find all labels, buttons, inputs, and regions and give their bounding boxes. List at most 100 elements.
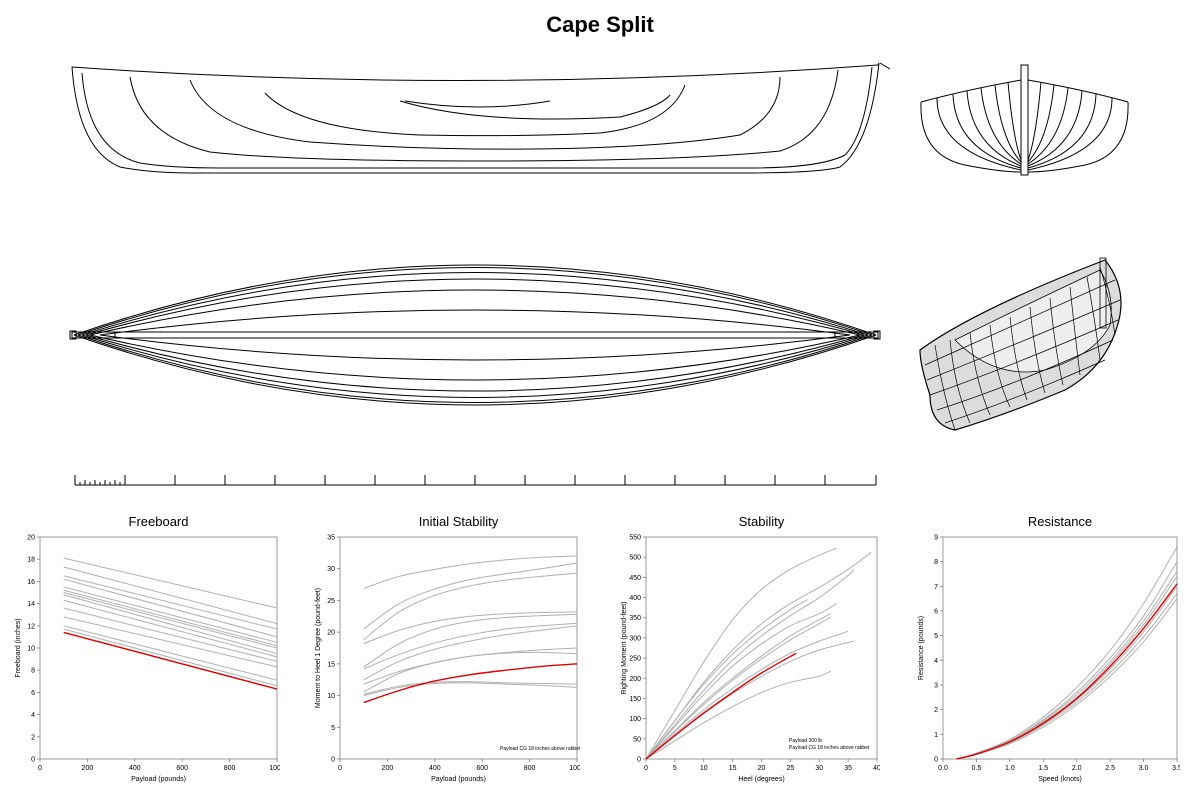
y-tick-label: 100 [629,716,641,723]
y-tick-label: 6 [934,609,938,616]
x-tick-label: 1.0 [1005,765,1015,772]
chart-annotation: Payload CG 18 inches above rabbet [789,745,870,751]
hull-profile-drawing [71,62,890,174]
y-tick-label: 10 [27,646,35,653]
y-tick-label: 200 [629,676,641,683]
x-tick-label: 40 [873,765,880,772]
y-tick-label: 8 [31,668,35,675]
comparison-series-line [363,572,578,641]
y-tick-label: 4 [934,658,938,665]
comparison-series-line [63,599,278,658]
y-tick-label: 50 [633,736,641,743]
x-tick-label: 10 [700,765,708,772]
comparison-series-line [363,682,578,697]
y-tick-label: 5 [934,633,938,640]
comparison-series-line [956,586,1178,760]
y-tick-label: 8 [934,559,938,566]
x-tick-label: 2.0 [1072,765,1082,772]
y-tick-label: 300 [629,635,641,642]
body-section-drawing [920,64,1129,176]
comparison-series-line [645,616,832,760]
comparison-series-line [956,598,1178,760]
y-tick-label: 20 [27,535,35,542]
comparison-series-line [63,607,278,662]
y-tick-label: 1 [934,732,938,739]
comparison-series-line [363,562,578,630]
comparison-series-line [63,557,278,609]
comparison-series-line [645,568,855,760]
comparison-series-line [63,578,278,638]
y-tick-label: 450 [629,575,641,582]
comparison-series-line [956,571,1178,760]
y-tick-label: 2 [934,707,938,714]
y-tick-label: 10 [327,693,335,700]
comparison-series-line [363,613,578,668]
x-tick-label: 200 [382,765,394,772]
highlight-series-line [63,631,278,690]
chart-annotation: Payload 300 lb [789,738,822,744]
x-tick-label: 200 [82,765,94,772]
x-tick-label: 20 [758,765,766,772]
comparison-series-line [363,651,578,693]
y-tick-label: 15 [327,661,335,668]
y-tick-label: 2 [31,734,35,741]
y-tick-label: 35 [327,535,335,542]
chart-title: Resistance [1028,514,1092,529]
x-tick-label: 600 [476,765,488,772]
x-tick-label: 0.5 [972,765,982,772]
page-title: Cape Split [546,12,654,37]
y-tick-label: 3 [934,683,938,690]
y-tick-label: 350 [629,615,641,622]
chart-title: Initial Stability [419,514,499,529]
comparison-series-line [956,546,1178,760]
y-tick-label: 12 [27,623,35,630]
x-tick-label: 5 [673,765,677,772]
x-tick-label: 1.5 [1038,765,1048,772]
y-tick-label: 16 [27,579,35,586]
y-tick-label: 14 [27,601,35,608]
scale-bar [74,475,877,486]
y-tick-label: 18 [27,557,35,564]
y-tick-label: 9 [934,535,938,542]
y-tick-label: 150 [629,696,641,703]
hull-perspective-drawing [919,257,1122,431]
comparison-series-line [63,566,278,625]
y-tick-label: 0 [31,757,35,764]
y-tick-label: 4 [31,712,35,719]
y-tick-label: 400 [629,595,641,602]
comparison-series-line [363,681,578,695]
comparison-series-line [63,628,278,687]
highlight-series-line [363,663,578,704]
chart-svg: Resistance 0.0 0.5 1.0 1.5 2.0 2.5 3.0 3.5 0 1 2 3 4 5… [918,514,1180,783]
x-tick-label: 600 [176,765,188,772]
plot-area [942,536,1178,760]
comparison-series-line [645,599,808,760]
comparison-series-line [645,630,849,760]
y-tick-label: 30 [327,566,335,573]
y-tick-label: 0 [331,757,335,764]
y-tick-label: 550 [629,535,641,542]
x-tick-label: 30 [815,765,823,772]
x-tick-label: 25 [786,765,794,772]
comparison-series-line [63,594,278,655]
x-axis-label: Payload (pounds) [431,776,486,783]
comparison-series-line [63,616,278,668]
comparison-series-line [363,611,578,645]
x-tick-label: 35 [844,765,852,772]
comparison-series-line [63,589,278,647]
hull-plan-drawing [69,264,881,406]
comparison-series-line [956,561,1178,760]
x-tick-label: 15 [729,765,737,772]
comparison-series-line [63,586,278,643]
comparison-series-line [363,625,578,681]
y-axis-label: Freeboard (inches) [15,618,22,677]
comparison-series-line [645,613,832,760]
x-axis-label: Speed (knots) [1038,776,1082,783]
comparison-series-line [63,575,278,630]
